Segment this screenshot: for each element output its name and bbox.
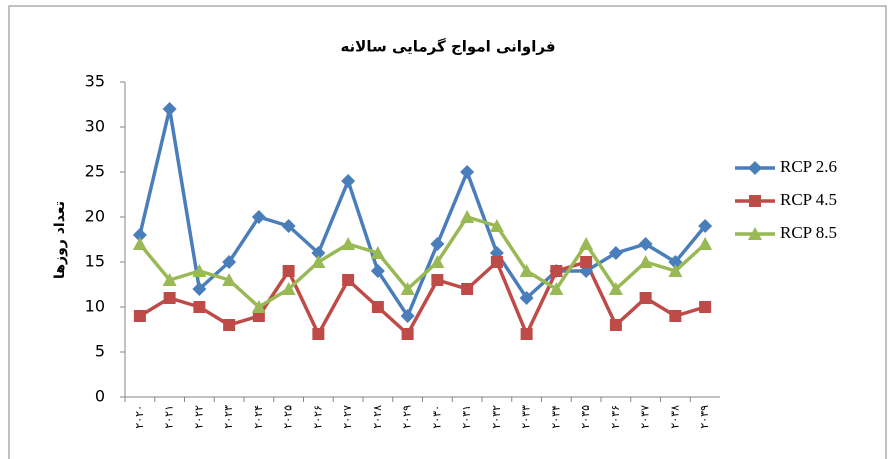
marker	[401, 328, 414, 340]
marker	[698, 219, 713, 233]
x-tick-label: ۲۰۲۵	[282, 405, 295, 429]
marker	[282, 265, 295, 277]
y-tick-label: 35	[85, 72, 105, 91]
marker	[133, 310, 146, 322]
marker	[132, 228, 147, 242]
x-tick-label: ۲۰۲۲	[192, 405, 205, 429]
marker	[163, 292, 176, 304]
x-tick-label: ۲۰۲۷	[341, 405, 354, 429]
x-tick-label: ۲۰۳۲	[490, 405, 503, 429]
marker	[430, 237, 445, 251]
legend-label: RCP 2.6	[780, 157, 837, 176]
marker	[609, 319, 622, 331]
marker	[251, 210, 266, 224]
x-tick-label: ۲۰۳۳	[520, 405, 533, 429]
marker	[579, 237, 594, 250]
marker	[281, 219, 296, 233]
marker	[192, 264, 207, 277]
y-tick-label: 5	[95, 342, 105, 361]
marker	[192, 282, 207, 296]
marker	[370, 264, 385, 278]
marker	[639, 292, 652, 304]
marker	[461, 283, 474, 295]
x-tick-label: ۲۰۳۷	[639, 405, 652, 429]
legend-label: RCP 8.5	[780, 223, 837, 242]
marker	[431, 274, 444, 286]
marker	[430, 255, 445, 268]
marker	[370, 246, 385, 259]
marker	[311, 255, 326, 268]
x-tick-label: ۲۰۲۴	[252, 405, 265, 429]
marker	[162, 273, 177, 286]
marker	[638, 237, 653, 251]
x-tick-label: ۲۰۲۹	[401, 405, 414, 429]
x-tick-label: ۲۰۲۶	[311, 405, 324, 429]
y-tick-label: 10	[85, 297, 105, 316]
marker	[549, 282, 564, 295]
marker	[371, 301, 384, 313]
x-tick-label: ۲۰۳۶	[609, 405, 622, 429]
marker	[608, 246, 623, 260]
series-line	[138, 107, 707, 318]
marker	[748, 161, 762, 175]
marker	[748, 227, 762, 240]
x-tick-label: ۲۰۲۰	[133, 405, 146, 429]
x-tick-label: ۲۰۳۴	[549, 405, 562, 429]
y-tick-label: 15	[85, 252, 105, 271]
marker	[668, 264, 683, 277]
marker	[669, 310, 682, 322]
marker	[341, 174, 356, 188]
marker	[460, 165, 475, 179]
y-axis-label: تعداد روزها	[52, 201, 68, 279]
marker	[749, 195, 761, 207]
marker	[251, 300, 266, 313]
x-tick-label: ۲۰۳۹	[698, 405, 711, 429]
x-tick-label: ۲۰۳۰	[430, 405, 443, 429]
marker	[490, 256, 503, 268]
marker	[699, 301, 712, 313]
y-tick-label: 25	[85, 162, 105, 181]
marker	[519, 264, 534, 277]
marker	[311, 246, 326, 260]
marker	[550, 265, 563, 277]
marker	[222, 255, 237, 269]
marker	[400, 282, 415, 295]
marker	[520, 328, 533, 340]
marker	[312, 328, 325, 340]
marker	[342, 274, 355, 286]
marker	[132, 237, 147, 250]
x-tick-label: ۲۰۲۳	[222, 405, 235, 429]
marker	[223, 319, 236, 331]
marker	[341, 237, 356, 250]
chart-title: فراوانی امواج گرمایی سالانه	[340, 38, 555, 56]
x-tick-label: ۲۰۳۱	[460, 405, 473, 429]
x-tick-label: ۲۰۲۱	[163, 405, 176, 429]
marker	[519, 291, 534, 305]
x-tick-label: ۲۰۳۵	[579, 405, 592, 429]
marker	[281, 282, 296, 295]
marker	[400, 309, 415, 323]
marker	[580, 256, 593, 268]
marker	[489, 219, 504, 232]
marker	[193, 301, 206, 313]
x-tick-label: ۲۰۲۸	[371, 405, 384, 429]
y-tick-label: 0	[95, 387, 105, 406]
marker	[460, 210, 475, 223]
marker	[638, 255, 653, 268]
marker	[668, 255, 683, 269]
legend-label: RCP 4.5	[780, 190, 837, 209]
x-tick-label: ۲۰۳۸	[668, 405, 681, 429]
marker	[222, 273, 237, 286]
marker	[608, 282, 623, 295]
y-tick-label: 30	[85, 117, 105, 136]
marker	[162, 102, 177, 116]
y-tick-label: 20	[85, 207, 105, 226]
marker	[698, 237, 713, 250]
